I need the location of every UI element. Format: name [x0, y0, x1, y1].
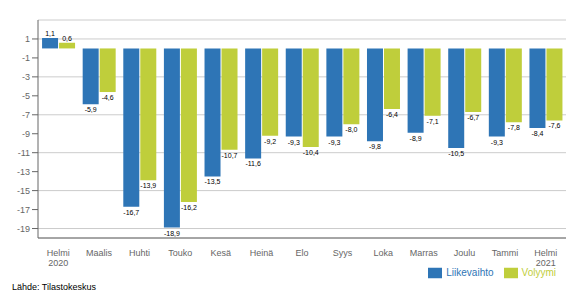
svg-text:-16,7: -16,7 [123, 209, 139, 216]
svg-text:Loka: Loka [373, 248, 393, 258]
svg-text:-13,5: -13,5 [205, 178, 221, 185]
svg-text:-6,4: -6,4 [386, 111, 398, 118]
svg-text:-9,3: -9,3 [491, 139, 503, 146]
svg-text:Kesä: Kesä [211, 248, 232, 258]
svg-text:Helmi2020: Helmi2020 [47, 248, 70, 268]
html-text:Volyymi: Volyymi [521, 266, 556, 278]
svg-text:-8,9: -8,9 [410, 135, 422, 142]
svg-text:Huhti: Huhti [129, 248, 150, 258]
svg-text:1,1: 1,1 [45, 30, 55, 37]
svg-text:Touko: Touko [168, 248, 192, 258]
svg-text:-8,4: -8,4 [531, 130, 543, 137]
svg-text:-16,2: -16,2 [181, 204, 197, 211]
svg-text:-8,0: -8,0 [345, 126, 357, 133]
svg-text:Heinä: Heinä [250, 248, 274, 258]
svg-text:Marras: Marras [410, 248, 439, 258]
svg-text:-19: -19 [17, 224, 30, 234]
svg-text:-11: -11 [18, 148, 30, 158]
svg-text:Elo: Elo [295, 248, 308, 258]
svg-text:-15: -15 [17, 186, 30, 196]
svg-text:-1: -1 [22, 53, 30, 63]
svg-text:-10,7: -10,7 [222, 152, 238, 159]
svg-text:-7: -7 [22, 110, 30, 120]
html-text:Liikevaihto: Liikevaihto [446, 266, 494, 278]
svg-text:-9,3: -9,3 [328, 139, 340, 146]
svg-text:-7,6: -7,6 [548, 122, 560, 129]
svg-text:Syys: Syys [333, 248, 353, 258]
svg-text:-4,6: -4,6 [102, 94, 114, 101]
html-text:Lähde: Tilastokeskus: Lähde: Tilastokeskus [12, 282, 97, 292]
svg-text:-10,4: -10,4 [303, 149, 319, 156]
svg-text:Tammi: Tammi [492, 248, 518, 258]
svg-text:1: 1 [25, 34, 30, 44]
svg-text:-3: -3 [22, 72, 30, 82]
svg-text:-17: -17 [17, 205, 30, 215]
svg-text:-7,8: -7,8 [508, 124, 520, 131]
svg-text:-9: -9 [22, 129, 30, 139]
svg-text:Maalis: Maalis [86, 248, 113, 258]
svg-text:-9,3: -9,3 [288, 139, 300, 146]
svg-text:Helmi2021: Helmi2021 [534, 248, 557, 268]
svg-text:-6,7: -6,7 [467, 114, 479, 121]
svg-text:-9,8: -9,8 [369, 143, 381, 150]
svg-text:-5: -5 [22, 91, 30, 101]
svg-text:-5,9: -5,9 [85, 106, 97, 113]
svg-text:-9,2: -9,2 [264, 138, 276, 145]
svg-text:-18,9: -18,9 [164, 230, 180, 237]
svg-text:-7,1: -7,1 [427, 118, 439, 125]
svg-text:0,6: 0,6 [62, 35, 72, 42]
svg-text:-13,9: -13,9 [140, 182, 156, 189]
svg-text:-10,5: -10,5 [448, 150, 464, 157]
svg-text:-13: -13 [17, 167, 30, 177]
svg-text:Joulu: Joulu [454, 248, 476, 258]
svg-text:-11,6: -11,6 [245, 160, 261, 167]
